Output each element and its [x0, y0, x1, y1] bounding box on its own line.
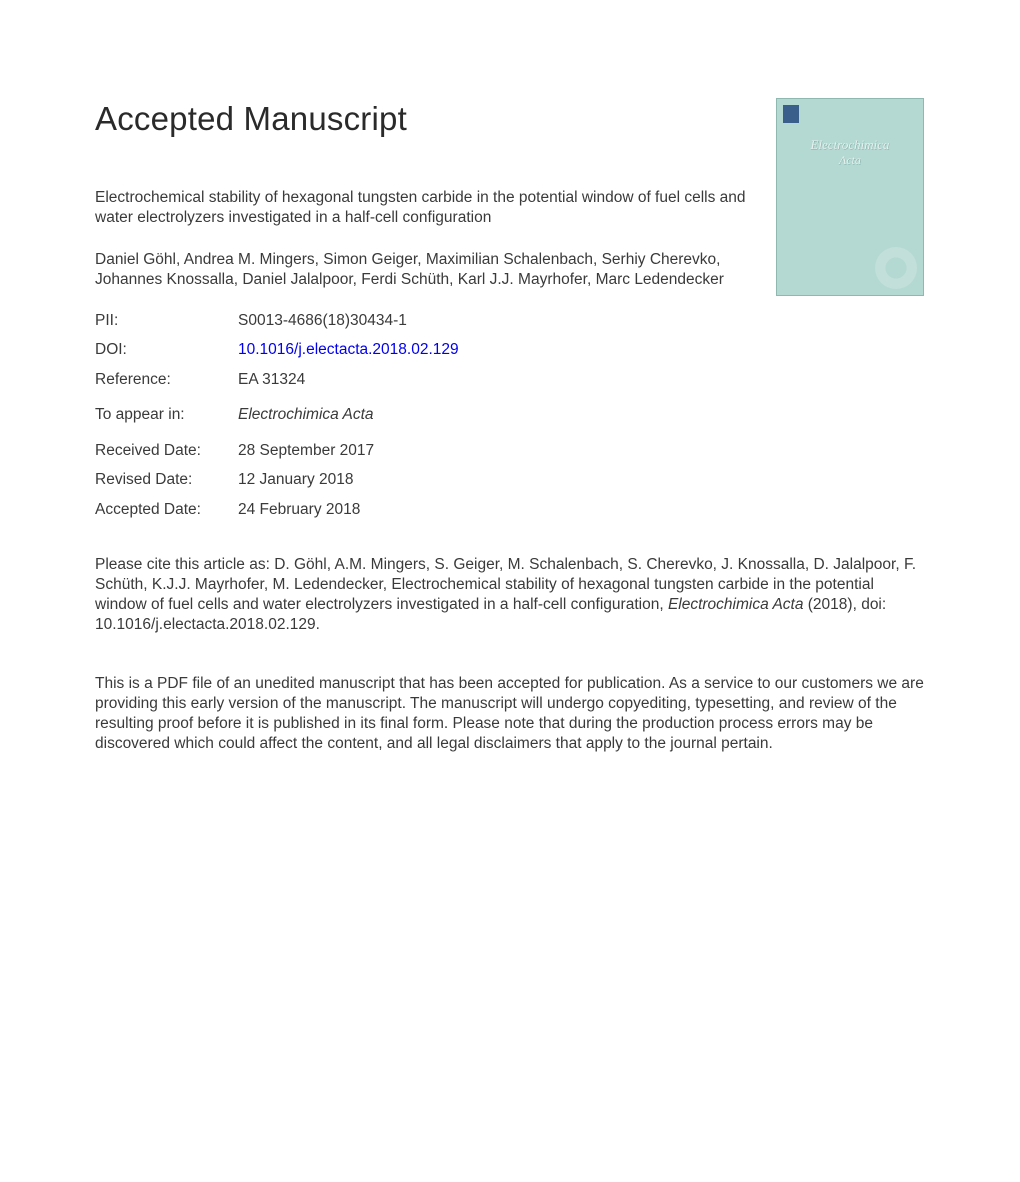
meta-value-received: 28 September 2017 [238, 443, 374, 459]
meta-value-journal: Electrochimica Acta [238, 407, 374, 423]
metadata-table: PII: S0013-4686(18)30434-1 DOI: 10.1016/… [95, 313, 925, 518]
meta-row-pii: PII: S0013-4686(18)30434-1 [95, 313, 925, 329]
meta-row-reference: Reference: EA 31324 [95, 372, 925, 388]
meta-row-accepted: Accepted Date: 24 February 2018 [95, 502, 925, 518]
meta-label: PII: [95, 313, 238, 329]
meta-value-accepted: 24 February 2018 [238, 502, 360, 518]
citation-text: Please cite this article as: D. Göhl, A.… [95, 555, 925, 636]
meta-value-reference: EA 31324 [238, 372, 305, 388]
doi-link[interactable]: 10.1016/j.electacta.2018.02.129 [238, 342, 459, 358]
meta-row-appear: To appear in: Electrochimica Acta [95, 407, 925, 423]
journal-cover-thumbnail: Electrochimica Acta [776, 98, 924, 296]
meta-label: Accepted Date: [95, 502, 238, 518]
meta-value-pii: S0013-4686(18)30434-1 [238, 313, 407, 329]
disclaimer-text: This is a PDF file of an unedited manusc… [95, 674, 925, 755]
meta-label: To appear in: [95, 407, 238, 423]
meta-row-received: Received Date: 28 September 2017 [95, 443, 925, 459]
meta-label: Revised Date: [95, 472, 238, 488]
meta-label: Received Date: [95, 443, 238, 459]
meta-row-doi: DOI: 10.1016/j.electacta.2018.02.129 [95, 342, 925, 358]
meta-row-revised: Revised Date: 12 January 2018 [95, 472, 925, 488]
meta-label: Reference: [95, 372, 238, 388]
cover-journal-line2: Acta [783, 153, 917, 168]
authors-list: Daniel Göhl, Andrea M. Mingers, Simon Ge… [95, 250, 775, 290]
meta-label: DOI: [95, 342, 238, 358]
publisher-logo-icon [783, 105, 799, 123]
citation-journal: Electrochimica Acta [668, 596, 804, 613]
cover-journal-line1: Electrochimica [783, 137, 917, 153]
manuscript-cover-page: Electrochimica Acta Accepted Manuscript … [0, 0, 1020, 814]
cover-globe-icon [875, 247, 917, 289]
meta-value-revised: 12 January 2018 [238, 472, 353, 488]
article-title: Electrochemical stability of hexagonal t… [95, 188, 775, 228]
